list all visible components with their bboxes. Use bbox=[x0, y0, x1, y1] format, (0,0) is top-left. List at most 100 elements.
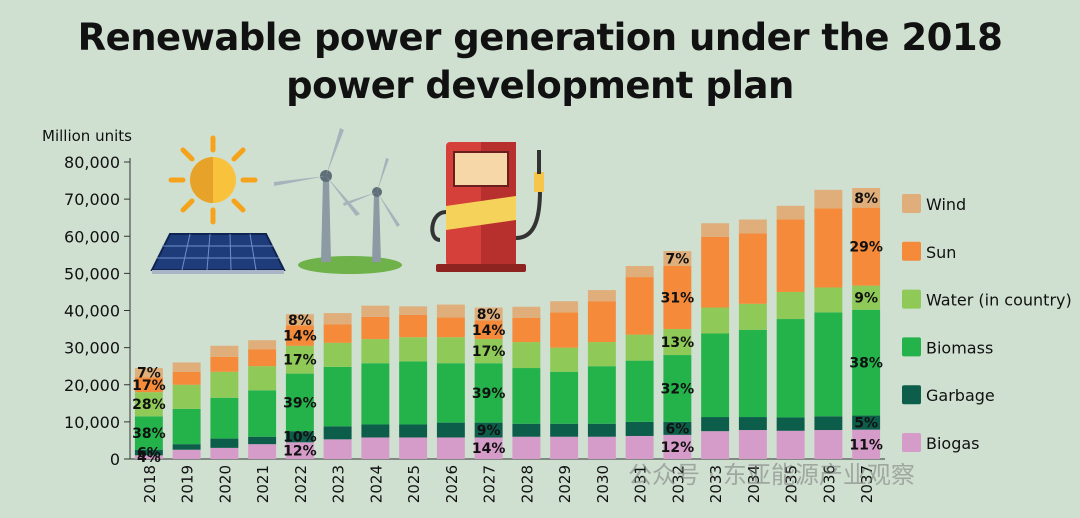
data-label: 11% bbox=[849, 437, 883, 453]
bar-segment bbox=[512, 342, 541, 369]
data-label: 29% bbox=[849, 240, 883, 256]
bar-segment bbox=[587, 301, 616, 343]
bar-segment bbox=[474, 339, 503, 364]
bar-segment bbox=[814, 416, 843, 431]
x-tick-label: 2032 bbox=[669, 465, 687, 503]
bar-segment bbox=[210, 356, 239, 372]
bar-segment bbox=[852, 415, 881, 430]
legend-swatch bbox=[902, 289, 921, 309]
data-label: 28% bbox=[132, 397, 166, 413]
data-label: 38% bbox=[132, 426, 166, 442]
bar-segment bbox=[436, 304, 465, 318]
legend-label: Garbage bbox=[926, 386, 995, 405]
fuel-pump-icon bbox=[430, 142, 544, 272]
solar-panel-icon bbox=[150, 233, 286, 274]
x-tick-label: 2027 bbox=[481, 465, 499, 503]
data-label: 32% bbox=[661, 381, 695, 397]
data-label: 9% bbox=[854, 291, 878, 307]
bar-segment bbox=[663, 434, 692, 459]
bar-segment bbox=[323, 366, 352, 427]
data-label: 8% bbox=[477, 307, 501, 323]
bar-segment bbox=[625, 334, 654, 361]
bar-segment bbox=[701, 431, 730, 459]
bar-segment bbox=[361, 316, 390, 340]
bar-segment bbox=[248, 340, 277, 350]
data-label: 14% bbox=[283, 329, 317, 345]
bar-segment bbox=[134, 368, 163, 378]
bar-segment bbox=[550, 347, 579, 372]
bar-segment bbox=[587, 290, 616, 302]
data-label: 8% bbox=[288, 313, 312, 329]
bar-segment bbox=[172, 362, 201, 372]
y-tick-label: 50,000 bbox=[64, 264, 120, 283]
legend-label: Wind bbox=[926, 195, 966, 214]
chart-title: Renewable power generation under the 201… bbox=[0, 14, 1080, 110]
x-tick-label: 2034 bbox=[745, 465, 763, 503]
data-label: 13% bbox=[661, 335, 695, 351]
bar-segment bbox=[248, 366, 277, 391]
data-label: 10% bbox=[283, 430, 317, 446]
bar-segment bbox=[776, 430, 805, 459]
bar-segment bbox=[625, 435, 654, 459]
legend-swatch bbox=[902, 337, 921, 357]
data-label: 39% bbox=[283, 395, 317, 411]
data-labels: 4%6%38%28%17%7%12%10%39%17%14%8%14%9%39%… bbox=[132, 191, 883, 466]
data-label: 7% bbox=[137, 366, 161, 382]
bar-segment bbox=[323, 342, 352, 367]
x-tick-label: 2024 bbox=[367, 465, 385, 503]
bar-segment bbox=[248, 349, 277, 367]
data-label: 12% bbox=[661, 440, 695, 456]
bar-segment bbox=[285, 431, 314, 443]
bar-segment bbox=[550, 436, 579, 459]
data-label: 8% bbox=[854, 191, 878, 207]
bar-segment bbox=[587, 342, 616, 367]
data-label: 17% bbox=[472, 344, 506, 360]
bar-segment bbox=[248, 436, 277, 445]
y-tick-label: 80,000 bbox=[64, 153, 120, 172]
bar-segment bbox=[399, 314, 428, 338]
bar-segment bbox=[399, 306, 428, 315]
data-label: 7% bbox=[665, 252, 689, 268]
legend-swatch bbox=[902, 433, 921, 452]
bar-segment bbox=[436, 337, 465, 364]
bar-segment bbox=[776, 291, 805, 320]
bar-segment bbox=[625, 421, 654, 436]
data-label: 4% bbox=[137, 450, 161, 466]
bar-segment bbox=[738, 417, 767, 431]
bar-segment bbox=[399, 337, 428, 362]
x-tick-label: 2036 bbox=[820, 465, 838, 503]
bar-segment bbox=[814, 189, 843, 209]
bar-segment bbox=[852, 187, 881, 208]
bar-segment bbox=[172, 444, 201, 450]
bar-segment bbox=[323, 426, 352, 440]
bar-segment bbox=[134, 392, 163, 417]
bar-segment bbox=[852, 207, 881, 286]
bar-segment bbox=[436, 437, 465, 459]
chart-title-line-2: power development plan bbox=[286, 64, 794, 107]
bar-segment bbox=[550, 301, 579, 313]
bar-segment bbox=[172, 384, 201, 409]
bar-segment bbox=[436, 363, 465, 423]
legend: Wind Sun Water (in country) Biomass Garbage B… bbox=[902, 194, 1072, 453]
data-label: 38% bbox=[849, 356, 883, 372]
data-label: 6% bbox=[665, 421, 689, 437]
bar-segment bbox=[738, 233, 767, 304]
bar-segment bbox=[172, 408, 201, 445]
bar-segment bbox=[852, 285, 881, 310]
bar-segment bbox=[550, 371, 579, 424]
data-label: 17% bbox=[283, 353, 317, 369]
sun-icon bbox=[168, 135, 258, 225]
bar-segment bbox=[285, 345, 314, 374]
bar-segment bbox=[663, 265, 692, 330]
y-tick-label: 70,000 bbox=[64, 190, 120, 209]
data-label: 39% bbox=[472, 386, 506, 402]
y-tick-label: 60,000 bbox=[64, 227, 120, 246]
legend-label: Water (in country) bbox=[926, 291, 1072, 310]
data-label: 14% bbox=[472, 323, 506, 339]
x-tick-label: 2018 bbox=[141, 465, 159, 503]
x-tick-label: 2033 bbox=[707, 465, 725, 503]
legend-label: Biomass bbox=[926, 338, 993, 357]
bar-segment bbox=[814, 312, 843, 417]
bar-segment bbox=[776, 319, 805, 418]
y-axis-label: Million units bbox=[42, 127, 132, 145]
